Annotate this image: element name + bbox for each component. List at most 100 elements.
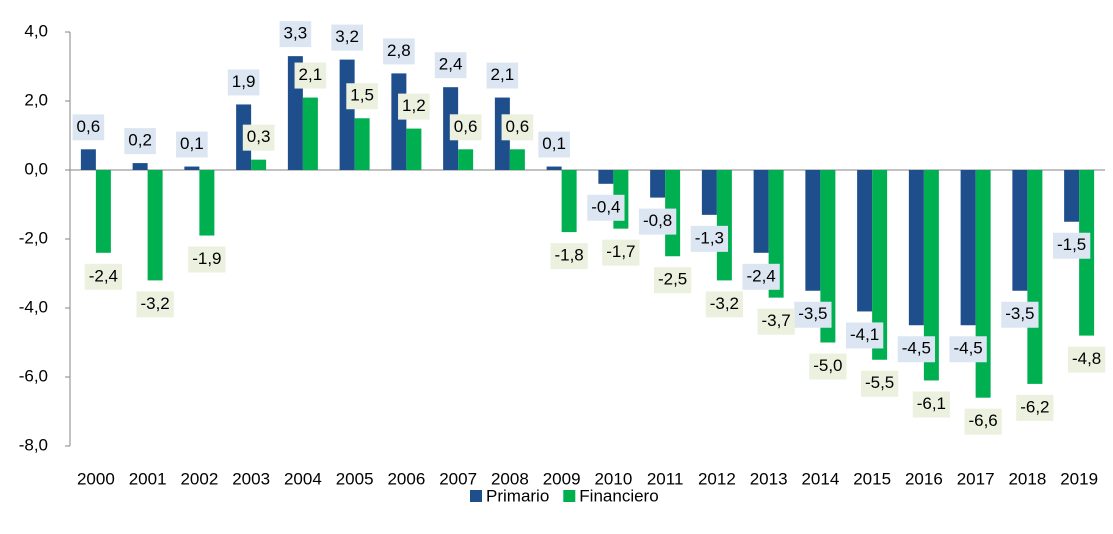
data-label-text: -5,5 xyxy=(865,373,894,392)
data-label-box xyxy=(964,408,1002,435)
data-label-text: -3,7 xyxy=(761,311,790,330)
data-label: 2,1 xyxy=(486,62,519,89)
legend-label: Primario xyxy=(486,486,549,505)
x-tick-label: 2010 xyxy=(594,469,632,488)
data-label-text: 1,9 xyxy=(232,72,256,91)
bar xyxy=(132,163,148,170)
bar xyxy=(406,128,422,170)
bar xyxy=(960,170,976,326)
data-label-box xyxy=(705,291,744,318)
data-label-text: -0,4 xyxy=(591,197,620,216)
data-label: -3,2 xyxy=(705,291,744,318)
x-tick-label: 2013 xyxy=(750,469,788,488)
bar xyxy=(872,170,888,360)
data-label: -1,8 xyxy=(550,243,588,270)
data-label: 0,6 xyxy=(449,114,482,141)
bar xyxy=(701,170,717,215)
data-label: 3,2 xyxy=(331,24,363,51)
bar xyxy=(975,170,991,398)
data-label-box xyxy=(1052,232,1091,259)
data-label: -6,6 xyxy=(964,408,1002,435)
x-tick-label: 2018 xyxy=(1008,469,1046,488)
legend-swatch xyxy=(563,490,576,502)
bar xyxy=(1027,170,1043,384)
bar xyxy=(458,149,474,170)
data-label-box xyxy=(638,208,677,235)
data-label-text: -1,3 xyxy=(695,228,724,247)
data-label-box xyxy=(398,93,430,120)
bar xyxy=(753,170,769,253)
data-label: -1,7 xyxy=(602,239,640,266)
x-tick-label: 2008 xyxy=(491,469,529,488)
y-tick-label: -6,0 xyxy=(19,366,48,385)
data-label: -2,4 xyxy=(742,263,780,290)
data-label-text: 0,6 xyxy=(506,117,530,136)
data-label-text: -3,2 xyxy=(710,294,739,313)
data-label: 3,3 xyxy=(279,21,312,48)
bar xyxy=(820,170,836,343)
x-tick-label: 2004 xyxy=(284,469,322,488)
data-label-box xyxy=(742,263,780,290)
x-tick-label: 2019 xyxy=(1060,469,1098,488)
data-label-box xyxy=(84,263,123,290)
data-label-box xyxy=(809,353,847,380)
data-label: -3,2 xyxy=(136,291,174,318)
data-label: 0,6 xyxy=(501,114,534,141)
x-tick-label: 2006 xyxy=(387,469,425,488)
data-label-box xyxy=(242,124,275,151)
data-label-box xyxy=(1067,346,1106,373)
data-label-box xyxy=(897,336,936,363)
bar xyxy=(1012,170,1028,291)
data-label: -4,1 xyxy=(845,322,884,349)
bar xyxy=(354,118,370,170)
x-tick-label: 2016 xyxy=(905,469,943,488)
data-label-text: -6,6 xyxy=(968,411,997,430)
bar xyxy=(908,170,924,326)
legend-label: Financiero xyxy=(579,486,658,505)
legend-swatch xyxy=(470,490,482,502)
data-label-text: 0,1 xyxy=(542,134,566,153)
bar xyxy=(923,170,939,381)
data-label: 0,3 xyxy=(242,124,275,151)
data-label-box xyxy=(294,62,327,89)
data-label: 2,8 xyxy=(383,38,415,65)
data-label: -3,5 xyxy=(794,301,832,328)
data-label: -1,5 xyxy=(1052,232,1091,259)
data-label-text: 3,3 xyxy=(284,24,308,43)
data-label-box xyxy=(176,131,208,158)
bar xyxy=(339,59,355,170)
data-label: -2,5 xyxy=(653,267,692,294)
data-label: -5,0 xyxy=(809,353,847,380)
y-tick-label: -2,0 xyxy=(19,228,48,247)
data-label: 1,5 xyxy=(346,83,378,110)
data-label: 0,1 xyxy=(176,131,208,158)
x-tick-label: 2014 xyxy=(801,469,839,488)
data-label: 0,1 xyxy=(538,131,570,158)
x-tick-label: 2012 xyxy=(698,469,736,488)
data-label-box xyxy=(383,38,415,65)
bar xyxy=(598,170,614,184)
data-label-text: -5,0 xyxy=(813,356,842,375)
data-label-box xyxy=(912,391,951,418)
data-label-box xyxy=(587,194,625,221)
y-tick-label: -8,0 xyxy=(19,435,48,454)
data-label-box xyxy=(949,336,987,363)
data-label-box xyxy=(486,62,519,89)
data-label-text: -4,8 xyxy=(1072,349,1101,368)
data-label-text: -1,7 xyxy=(606,242,635,261)
data-label-text: -3,5 xyxy=(1005,304,1034,323)
data-label-text: 0,6 xyxy=(77,117,101,136)
data-label: -1,3 xyxy=(690,225,729,252)
data-label-text: -2,4 xyxy=(89,266,118,285)
data-label-box xyxy=(845,322,884,349)
x-tick-label: 2005 xyxy=(336,469,374,488)
data-label-box xyxy=(188,246,226,273)
data-label-box xyxy=(346,83,378,110)
data-label-box xyxy=(227,69,260,96)
x-tick-label: 2002 xyxy=(180,469,218,488)
data-label-text: -0,8 xyxy=(643,211,672,230)
data-label-box xyxy=(434,52,467,79)
bar xyxy=(716,170,732,281)
x-tick-label: 2011 xyxy=(647,469,684,488)
bar xyxy=(546,166,562,170)
